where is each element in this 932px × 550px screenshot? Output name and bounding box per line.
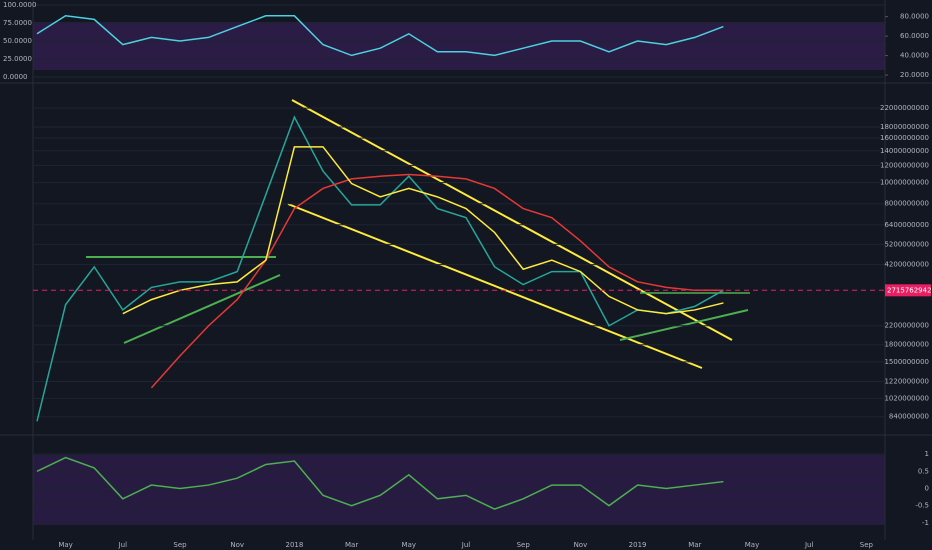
x-tick-label: 2018 [285, 541, 303, 549]
series-line [36, 115, 724, 422]
series-line [122, 146, 724, 315]
price-tag [885, 284, 931, 297]
y-tick-label: 1020000000 [884, 394, 929, 402]
series-line [36, 15, 724, 57]
y2-tick-label: 20.0000 [900, 71, 929, 79]
trend-lines [86, 99, 750, 369]
trend-line [287, 203, 703, 369]
y2-tick-label: 40.0000 [900, 52, 929, 60]
y2-tick-label: 60.0000 [900, 32, 929, 40]
x-tick-label: Sep [860, 541, 874, 549]
x-tick-label: Jul [118, 541, 128, 549]
x-tick-label: May [58, 541, 72, 549]
y-tick-label: 840000000 [889, 413, 929, 421]
y-tick-label: 12000000000 [880, 161, 929, 169]
y-tick-label: 22000000000 [880, 104, 929, 112]
y-tick-label: 4200000000 [884, 261, 929, 269]
series-line [150, 173, 724, 389]
y-tick-label: 0.5 [918, 467, 929, 475]
y-tick-label: 1220000000 [884, 377, 929, 385]
y-tick-label: 6400000000 [884, 221, 929, 229]
x-tick-label: Mar [688, 541, 701, 549]
x-tick-label: Nov [230, 541, 244, 549]
x-tick-label: Jul [461, 541, 471, 549]
y-tick-label: 5200000000 [884, 240, 929, 248]
x-tick-label: Sep [173, 541, 187, 549]
x-tick-label: May [745, 541, 759, 549]
y-tick-label: -0.5 [915, 502, 929, 510]
y-tick-label: 14000000000 [880, 147, 929, 155]
trend-line [291, 99, 733, 341]
series-line [36, 456, 724, 510]
y-tick-label: 75.0000 [3, 19, 32, 27]
band [33, 455, 885, 525]
y-tick-label: 1800000000 [884, 341, 929, 349]
y-tick-label: 8000000000 [884, 200, 929, 208]
trend-line [619, 309, 749, 341]
x-tick-label: 2019 [629, 541, 647, 549]
y-tick-label: 25.0000 [3, 55, 32, 63]
y-tick-label: 16000000000 [880, 134, 929, 142]
x-tick-label: Mar [345, 541, 358, 549]
y-tick-label: 2200000000 [884, 322, 929, 330]
y-tick-label: 1500000000 [884, 358, 929, 366]
y-tick-label: 18000000000 [880, 123, 929, 131]
y-tick-label: 10000000000 [880, 179, 929, 187]
y-tick-label: -1 [922, 519, 929, 527]
x-tick-label: Nov [574, 541, 588, 549]
y-tick-label: 50.0000 [3, 37, 32, 45]
price-tag-label: 27157629423 [887, 286, 932, 294]
y-tick-label: 100.0000 [3, 1, 36, 9]
y-tick-label: 0 [925, 485, 929, 493]
x-tick-label: Jul [804, 541, 814, 549]
y-tick-label: 0.0000 [3, 73, 28, 81]
band [33, 22, 885, 70]
y2-tick-label: 80.0000 [900, 13, 929, 21]
y-tick-label: 1 [925, 450, 929, 458]
x-tick-label: Sep [517, 541, 531, 549]
x-tick-label: May [402, 541, 416, 549]
trend-line [123, 274, 281, 344]
